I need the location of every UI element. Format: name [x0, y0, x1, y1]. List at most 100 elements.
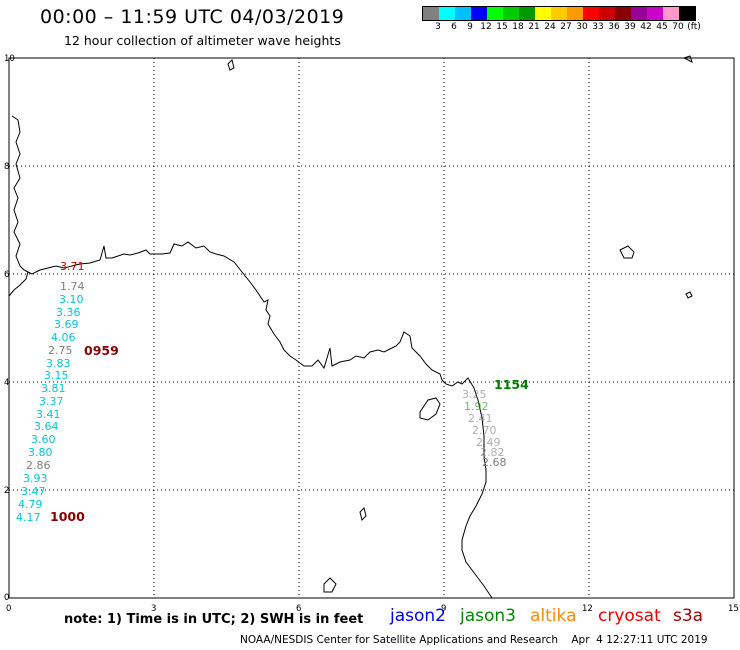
coastline-west — [11, 115, 29, 273]
swh-value: 3.81 — [41, 382, 66, 395]
y-tick-label: 8 — [4, 162, 9, 172]
color-scale-swatch — [615, 7, 631, 20]
y-tick-label: 6 — [4, 270, 9, 280]
y-tick-label: 2 — [4, 486, 9, 496]
legend-s3a: s3a — [673, 606, 704, 626]
island — [619, 245, 635, 259]
pass-time-label: 1000 — [50, 509, 85, 524]
swh-value-overlap: 2.70 — [472, 424, 497, 437]
color-scale-swatch — [423, 7, 439, 20]
color-scale-label: 36 — [608, 22, 620, 32]
swh-track-1: 3.71 1.74 3.10 3.36 3.69 4.06 2.75 3.83 … — [16, 260, 85, 524]
island — [419, 397, 441, 421]
color-scale-label: 6 — [451, 22, 457, 32]
color-scale-swatch — [535, 7, 551, 20]
swh-value: 2.86 — [26, 459, 51, 472]
chart-subtitle: 12 hour collection of altimeter wave hei… — [64, 33, 341, 48]
color-scale-swatch — [455, 7, 471, 20]
legend-jason3: jason3 — [460, 606, 516, 626]
color-scale-label: 30 — [576, 22, 588, 32]
swh-value-overlap: 2.82 — [480, 446, 505, 459]
color-scale-labels: 3 6 9 12 15 18 21 24 27 30 33 36 39 42 45 70 (ft) — [422, 21, 701, 35]
swh-value: 4.79 — [18, 498, 43, 511]
island — [323, 577, 337, 593]
x-tick-label: 15 — [728, 604, 739, 614]
island — [359, 507, 367, 521]
swh-value: 3.10 — [59, 293, 84, 306]
swh-value-overlap: 2.41 — [468, 412, 493, 425]
color-scale-label: (ft) — [687, 22, 701, 32]
color-scale-label: 24 — [544, 22, 556, 32]
color-scale-label: 15 — [496, 22, 508, 32]
swh-value-overlap: 3.25 — [462, 388, 487, 401]
color-scale-label: 18 — [512, 22, 524, 32]
color-scale-swatch — [503, 7, 519, 20]
swh-value: 3.15 — [44, 369, 69, 382]
swh-value: 3.41 — [36, 408, 61, 421]
swh-value: 3.47 — [21, 485, 46, 498]
swh-value: 1.74 — [60, 280, 85, 293]
swh-value: 4.06 — [51, 331, 76, 344]
x-tick-label: 12 — [582, 604, 593, 614]
color-scale-label: 27 — [560, 22, 572, 32]
color-scale-label: 42 — [640, 22, 652, 32]
x-tick-label: 6 — [296, 604, 301, 614]
wave-height-color-scale: 3 6 9 12 15 18 21 24 27 30 33 36 39 42 45 70 (ft) — [422, 6, 701, 35]
swh-track-2: 3.25 1.92 2.41 2.70 2.49 2.82 2.68 — [462, 388, 507, 469]
color-scale-swatch — [599, 7, 615, 20]
color-scale-label: 9 — [467, 22, 473, 32]
footer-credit: NOAA/NESDIS Center for Satellite Applica… — [240, 634, 708, 646]
color-scale-label: 45 — [656, 22, 668, 32]
swh-value: 3.69 — [54, 318, 79, 331]
legend-note: note: 1) Time is in UTC; 2) SWH is in fe… — [64, 612, 364, 627]
x-tick-label: 3 — [151, 604, 156, 614]
color-scale-swatches — [422, 6, 696, 21]
swh-value: 4.17 — [16, 511, 41, 524]
swh-value: 3.60 — [31, 433, 56, 446]
color-scale-swatch — [471, 7, 487, 20]
color-scale-label: 12 — [480, 22, 492, 32]
legend-cryosat: cryosat — [598, 606, 661, 626]
swh-value: 2.68 — [482, 456, 507, 469]
x-tick-label: 9 — [441, 604, 446, 614]
color-scale-swatch — [647, 7, 663, 20]
color-scale-swatch — [487, 7, 503, 20]
swh-value: 3.80 — [28, 446, 53, 459]
x-tick-label: 0 — [6, 604, 11, 614]
color-scale-swatch — [679, 7, 695, 20]
island — [682, 55, 693, 63]
swh-value-overlap: 1.92 — [464, 400, 489, 413]
color-scale-label: 3 — [435, 22, 441, 32]
grid-lines — [9, 58, 734, 598]
pass-time-label: 1154 — [494, 377, 529, 392]
color-scale-swatch — [663, 7, 679, 20]
color-scale-swatch — [567, 7, 583, 20]
swh-value: 3.37 — [39, 395, 64, 408]
chart-title: 00:00 – 11:59 UTC 04/03/2019 — [40, 6, 345, 28]
swh-value-overlap: 2.49 — [476, 436, 501, 449]
color-scale-label: 70 — [672, 22, 684, 32]
pass-time-label: 0959 — [84, 343, 119, 358]
color-scale-label: 39 — [624, 22, 636, 32]
color-scale-swatch — [583, 7, 599, 20]
coastline-main — [8, 241, 493, 599]
swh-value: 3.93 — [23, 472, 48, 485]
island — [685, 291, 693, 299]
color-scale-label: 21 — [528, 22, 540, 32]
color-scale-swatch — [519, 7, 535, 20]
swh-value: 2.75 — [48, 344, 73, 357]
swh-value: 3.83 — [46, 357, 71, 370]
y-tick-label: 4 — [4, 378, 9, 388]
legend-altika: altika — [530, 606, 577, 626]
coastline — [8, 55, 693, 599]
color-scale-swatch — [551, 7, 567, 20]
legend-jason2: jason2 — [390, 606, 446, 626]
swh-value: 3.71 — [60, 260, 85, 273]
plot-frame — [8, 57, 735, 599]
color-scale-label: 33 — [592, 22, 604, 32]
y-tick-label: 10 — [4, 54, 15, 64]
color-scale-swatch — [439, 7, 455, 20]
island — [227, 59, 235, 71]
color-scale-swatch — [631, 7, 647, 20]
